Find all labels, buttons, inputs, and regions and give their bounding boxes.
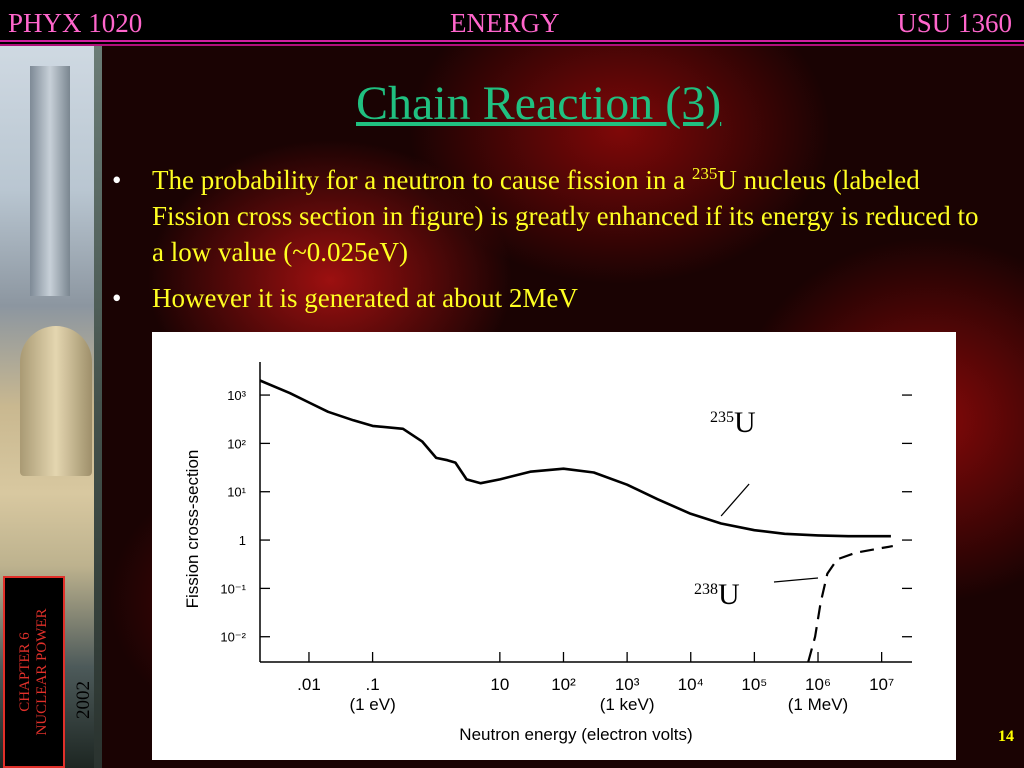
series-label-symbol: U bbox=[734, 406, 756, 439]
x-tick-label: 10⁴ bbox=[678, 675, 704, 694]
x-tick-label: 10 bbox=[490, 675, 509, 694]
x-tick-label: .1 bbox=[366, 675, 380, 694]
x-tick-sublabel: (1 MeV) bbox=[788, 695, 848, 714]
page-number: 14 bbox=[998, 728, 1014, 745]
sidebar-stripe bbox=[94, 46, 102, 768]
topic-title: ENERGY bbox=[450, 8, 560, 38]
x-tick-sublabel: (1 keV) bbox=[600, 695, 655, 714]
y-tick-label: 10⁻¹ bbox=[220, 581, 246, 596]
y-tick-label: 10³ bbox=[227, 388, 246, 403]
y-tick-label: 10⁻² bbox=[220, 630, 246, 645]
sidebar-photo bbox=[0, 46, 102, 768]
series-label-235U: 235U bbox=[710, 406, 756, 439]
bullet-dot: • bbox=[112, 283, 122, 313]
x-tick-label: 10² bbox=[551, 675, 576, 694]
chapter-number: CHAPTER 6 bbox=[17, 632, 33, 712]
bullet-dot: • bbox=[112, 165, 122, 195]
bullet-text-before: However it is generated at about 2MeV bbox=[152, 283, 578, 313]
year-label: 2002 bbox=[73, 681, 94, 719]
course-number: USU 1360 bbox=[897, 8, 1012, 38]
bullet-text-after: U nucleus (labeled Fission cross section… bbox=[152, 165, 979, 267]
bullet-text-before: The probability for a neutron to cause f… bbox=[152, 165, 692, 195]
bullet-list: • The probability for a neutron to cause… bbox=[112, 162, 982, 326]
reactor-dome bbox=[20, 326, 92, 476]
x-tick-sublabel: (1 eV) bbox=[349, 695, 395, 714]
course-code: PHYX 1020 bbox=[8, 8, 143, 38]
series-line-238U bbox=[807, 545, 893, 663]
x-tick-label: .01 bbox=[297, 675, 321, 694]
series-label-mass: 235 bbox=[710, 409, 734, 426]
slide-header: PHYX 1020 ENERGY USU 1360 bbox=[0, 0, 1024, 46]
y-tick-label: 10¹ bbox=[227, 485, 246, 500]
series-line-235U bbox=[259, 379, 891, 538]
series-label-238U: 238U bbox=[694, 578, 740, 611]
x-tick-label: 10⁶ bbox=[805, 675, 831, 694]
series-label-symbol: U bbox=[718, 578, 740, 611]
header-rule bbox=[0, 40, 1024, 42]
y-axis-title: Fission cross-section bbox=[183, 450, 202, 609]
y-tick-label: 10² bbox=[227, 436, 246, 451]
x-tick-label: 10³ bbox=[615, 675, 640, 694]
series-leader-238U bbox=[773, 577, 819, 583]
chapter-label: CHAPTER 6 NUCLEAR POWER bbox=[17, 608, 51, 735]
chapter-box: CHAPTER 6 NUCLEAR POWER bbox=[3, 576, 65, 768]
x-tick-label: 10⁷ bbox=[869, 675, 894, 694]
series-label-mass: 238 bbox=[694, 581, 718, 598]
bullet-item: • The probability for a neutron to cause… bbox=[112, 162, 982, 270]
bullet-item: • However it is generated at about 2MeV bbox=[112, 280, 982, 316]
slide-title: Chain Reaction (3) bbox=[356, 77, 722, 130]
series-leader-235U bbox=[720, 483, 750, 517]
bullet-superscript: 235 bbox=[691, 164, 718, 183]
x-tick-label: 10⁵ bbox=[741, 675, 767, 694]
cross-section-figure: 10³ 10² 10¹ 1 10⁻¹ 10⁻² .01.1 (1 eV) 10 10² 10³ (1 … bbox=[152, 332, 956, 760]
chapter-name: NUCLEAR POWER bbox=[34, 608, 50, 736]
x-axis-title: Neutron energy (electron volts) bbox=[459, 725, 692, 744]
plant-tower bbox=[30, 66, 70, 296]
y-tick-label: 1 bbox=[239, 533, 246, 548]
